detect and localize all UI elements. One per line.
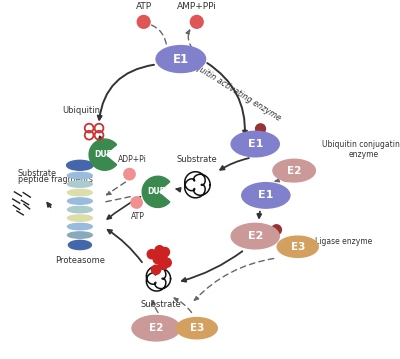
Text: AMP+PPi: AMP+PPi xyxy=(177,2,217,11)
FancyArrowPatch shape xyxy=(174,298,192,312)
Ellipse shape xyxy=(277,236,318,257)
Ellipse shape xyxy=(68,241,92,250)
Circle shape xyxy=(153,255,162,264)
Ellipse shape xyxy=(68,215,92,221)
Circle shape xyxy=(256,124,266,134)
Text: E3: E3 xyxy=(290,242,305,252)
Ellipse shape xyxy=(156,46,206,73)
Text: Proteasome: Proteasome xyxy=(55,256,105,265)
FancyArrowPatch shape xyxy=(98,136,103,141)
Ellipse shape xyxy=(273,159,316,182)
Ellipse shape xyxy=(132,316,180,341)
Circle shape xyxy=(137,15,150,28)
Circle shape xyxy=(162,258,171,267)
Ellipse shape xyxy=(67,160,93,170)
Text: E1: E1 xyxy=(248,139,263,149)
Text: Ubiquitin conjugating
enzyme: Ubiquitin conjugating enzyme xyxy=(322,140,400,159)
Text: E3: E3 xyxy=(190,323,204,333)
Text: ADP+Pi: ADP+Pi xyxy=(118,155,147,164)
Ellipse shape xyxy=(231,223,279,249)
Text: Substrate: Substrate xyxy=(141,300,182,309)
Text: Ubiquitin: Ubiquitin xyxy=(63,106,101,115)
FancyArrowPatch shape xyxy=(107,197,140,219)
Circle shape xyxy=(158,252,167,261)
FancyArrowPatch shape xyxy=(106,182,126,195)
Circle shape xyxy=(131,197,142,208)
Circle shape xyxy=(152,265,161,274)
Circle shape xyxy=(124,168,135,180)
Ellipse shape xyxy=(231,131,279,157)
FancyArrowPatch shape xyxy=(207,63,247,135)
FancyArrowPatch shape xyxy=(98,65,154,120)
Text: Substrate: Substrate xyxy=(18,169,57,178)
Circle shape xyxy=(160,247,170,257)
Text: E1: E1 xyxy=(173,52,189,66)
Text: E2: E2 xyxy=(248,231,263,241)
Wedge shape xyxy=(89,139,117,170)
Circle shape xyxy=(190,15,203,28)
FancyArrowPatch shape xyxy=(186,30,192,49)
Circle shape xyxy=(155,246,164,255)
Ellipse shape xyxy=(68,198,92,204)
Text: E2: E2 xyxy=(287,165,301,176)
FancyArrowPatch shape xyxy=(47,203,51,208)
FancyArrowPatch shape xyxy=(194,258,274,300)
Circle shape xyxy=(158,260,168,269)
Text: peptide fragments: peptide fragments xyxy=(18,175,93,184)
Ellipse shape xyxy=(68,190,92,196)
Text: E1: E1 xyxy=(258,190,274,200)
FancyArrowPatch shape xyxy=(257,211,261,218)
Ellipse shape xyxy=(242,183,290,208)
Ellipse shape xyxy=(176,318,217,339)
Text: DUB: DUB xyxy=(147,187,166,196)
Ellipse shape xyxy=(68,172,92,179)
Text: DUB: DUB xyxy=(94,150,112,159)
Text: Ubiquitin activating enzyme: Ubiquitin activating enzyme xyxy=(182,56,282,123)
FancyArrowPatch shape xyxy=(275,178,288,182)
FancyArrowPatch shape xyxy=(220,158,249,170)
Text: Ligase enzyme: Ligase enzyme xyxy=(316,237,373,246)
Ellipse shape xyxy=(68,206,92,213)
FancyArrowPatch shape xyxy=(108,230,142,262)
Ellipse shape xyxy=(68,181,92,187)
FancyArrowPatch shape xyxy=(105,197,130,202)
Circle shape xyxy=(272,225,282,235)
FancyArrowPatch shape xyxy=(176,188,181,192)
Circle shape xyxy=(147,250,156,259)
Wedge shape xyxy=(142,176,170,208)
Text: ATP: ATP xyxy=(136,2,152,11)
Ellipse shape xyxy=(68,223,92,230)
Text: E2: E2 xyxy=(149,323,163,333)
FancyArrowPatch shape xyxy=(182,251,242,282)
FancyArrowPatch shape xyxy=(152,300,158,312)
FancyArrowPatch shape xyxy=(152,25,166,47)
Ellipse shape xyxy=(68,232,92,238)
Text: ATP: ATP xyxy=(132,213,145,222)
Text: Substrate: Substrate xyxy=(176,154,217,164)
